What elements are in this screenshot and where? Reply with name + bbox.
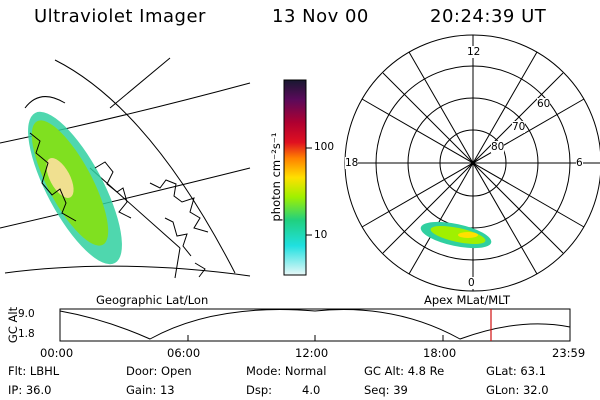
aurora-emission-geographic [28, 111, 122, 265]
polar-caption: Apex MLat/MLT [424, 293, 511, 307]
polar-mlat-mlt-plot [344, 34, 600, 292]
colorbar [283, 79, 312, 276]
info-dsp-label: Dsp: [246, 383, 273, 397]
mlat-label-80: 80 [491, 141, 505, 153]
colorbar-tick-100: 100 [314, 141, 335, 153]
colorbar-tick-10: 10 [314, 229, 328, 241]
date-label: 13 Nov 00 [272, 6, 369, 27]
mlt-label-12: 12 [467, 46, 481, 58]
timeline-plot [59, 308, 571, 342]
time-label: 20:24:39 UT [430, 6, 547, 27]
info-filter: Flt: LBHL [8, 364, 60, 378]
mlat-label-70: 70 [512, 121, 526, 133]
timeline-x-tick-0000: 00:00 [40, 346, 74, 360]
timeline-y-tick-max: 9.0 [18, 308, 35, 320]
info-gc-alt: GC Alt: 4.8 Re [364, 364, 445, 378]
mlt-label-6: 6 [576, 157, 583, 169]
timeline-x-tick-1200: 12:00 [295, 346, 329, 360]
geographic-map [0, 57, 251, 279]
info-glon: GLon: 32.0 [486, 383, 549, 397]
timeline-x-tick-2359: 23:59 [552, 346, 586, 360]
info-mode: Mode: Normal [246, 364, 327, 378]
mlat-label-60: 60 [537, 98, 551, 110]
mlt-label-18: 18 [345, 157, 359, 169]
timeline-x-tick-1800: 18:00 [423, 346, 457, 360]
info-seq: Seq: 39 [364, 383, 408, 397]
info-glat: GLat: 63.1 [486, 364, 547, 378]
info-ip: IP: 36.0 [8, 383, 52, 397]
info-dsp-value: 4.0 [302, 383, 321, 397]
timeline-x-tick-0600: 06:00 [167, 346, 201, 360]
mlt-label-0: 0 [468, 277, 475, 289]
info-gain: Gain: 13 [126, 383, 175, 397]
geographic-caption: Geographic Lat/Lon [96, 293, 209, 307]
aurora-emission-polar [420, 221, 492, 249]
imager-title: Ultraviolet Imager [34, 6, 206, 27]
timeline-y-tick-min: 1.8 [18, 328, 35, 340]
info-door: Door: Open [126, 364, 192, 378]
colorbar-unit-label: photon cm⁻²s⁻¹ [269, 132, 283, 222]
